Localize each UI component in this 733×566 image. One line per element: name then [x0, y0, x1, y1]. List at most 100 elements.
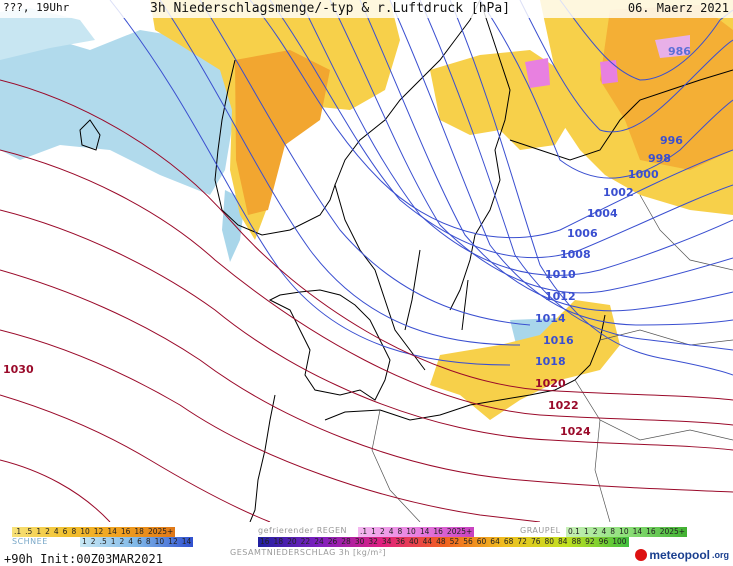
graupel-scale-tick: 10 [619, 527, 629, 536]
total-scale-tick: 28 [341, 537, 351, 546]
freezing-rain-scale-tick: .1 [360, 527, 368, 536]
freezing-rain-scale-tick: 1 [371, 527, 376, 536]
freezing-rain-scale-tick: 2025+ [446, 527, 473, 536]
freezing-rain-scale-tick: 16 [433, 527, 443, 536]
total-scale-tick: 68 [503, 537, 514, 546]
total-scale-tick: 34 [381, 537, 392, 546]
valid-date: 06. Maerz 2021 [627, 1, 729, 15]
rain-area [430, 300, 620, 420]
isobar-label: 986 [668, 45, 691, 58]
total-scale-tick: 80 [544, 537, 555, 546]
brand-name: meteopool [649, 548, 710, 562]
graupel-label: GRAUPEL [520, 526, 561, 535]
total-scale: 16 18 20 22 24 26 28 30 32 34 36 40 44 48 52 56 60 64 68 72… [258, 537, 629, 547]
rain-scale-tick: 14 [107, 527, 117, 536]
freezing-rain-label: gefrierender REGEN [258, 526, 348, 535]
total-scale-tick: 30 [354, 537, 365, 546]
freezing-rain-scale-tick: 10 [406, 527, 416, 536]
graupel-scale-tick: 0.1 [568, 527, 580, 536]
graupel-scale-tick: 14 [632, 527, 643, 536]
total-scale-tick: 22 [300, 537, 311, 546]
total-scale-tick: 20 [287, 537, 297, 546]
isobar-label: 1022 [548, 399, 579, 412]
snow-label: SCHNEE [12, 537, 48, 546]
isobars-high [0, 79, 733, 523]
graupel-scale-tick: 1 [583, 527, 589, 536]
graupel-scale-tick: 2025+ [659, 527, 686, 536]
freezing-rain-area [525, 58, 550, 88]
brand-logo[interactable]: meteopool .org [635, 548, 729, 562]
total-scale-tick: 56 [463, 537, 473, 546]
snow-scale-tick: 8 [145, 537, 151, 546]
isobar-label: 1006 [567, 227, 598, 240]
isobar-label: 1004 [587, 207, 618, 220]
isobar-label: 1030 [3, 363, 34, 376]
total-scale-tick: 64 [490, 537, 500, 546]
snow-scale-tick: 14 [181, 537, 192, 546]
isobar-label: 998 [648, 152, 671, 165]
total-scale-tick: 40 [409, 537, 419, 546]
isobar-label: 1020 [535, 377, 566, 390]
graupel-scale-tick: 4 [601, 527, 607, 536]
rain-scale-tick: 18 [134, 527, 144, 536]
total-scale-tick: 18 [273, 537, 284, 546]
rain-scale-tick: 12 [93, 527, 104, 536]
valid-time: ???, 19Uhr [3, 1, 70, 14]
map-title: 3h Niederschlagsmenge/-typ & r.Luftdruck… [150, 1, 511, 16]
legend: .1.5 1 2 4 6 8 10 12 14 16 18 2025+ gefrierender RE… [0, 522, 733, 566]
isobar-label: 1014 [535, 312, 566, 325]
total-scale-tick: 24 [314, 537, 324, 546]
total-scale-tick: 76 [530, 537, 541, 546]
map-header: ???, 19Uhr 3h Niederschlagsmenge/-typ & … [0, 0, 733, 18]
snow-scale-tick: 6 [137, 537, 142, 546]
rain-scale-tick: 16 [120, 527, 131, 536]
graupel-scale-tick: 16 [646, 527, 656, 536]
rain-scale-tick: .1 [14, 527, 22, 536]
freezing-rain-scale: .1 1 2 4 8 10 14 16 2025+ [358, 527, 475, 537]
snow-area [0, 30, 235, 195]
snow-scale: 1 2.5 1 2 4 6 8 10 12 14 [80, 537, 194, 547]
map-svg: 986 996 998 1000 1002 1004 1006 1008 101… [0, 0, 733, 523]
isobar-labels: 986 996 998 1000 1002 1004 1006 1008 101… [3, 45, 691, 438]
isobar-label: 1018 [535, 355, 566, 368]
snow-scale-tick: 2 [90, 537, 96, 546]
freezing-rain-area [600, 60, 618, 84]
freezing-rain-scale-tick: 8 [397, 527, 403, 536]
total-scale-tick: 26 [327, 537, 338, 546]
graupel-scale-tick: 8 [610, 527, 616, 536]
total-scale-tick: 36 [395, 537, 406, 546]
total-scale-tick: 32 [368, 537, 378, 546]
total-scale-tick: 16 [260, 537, 270, 546]
isobar-label: 1002 [603, 186, 634, 199]
snow-area [0, 8, 95, 60]
isobar-label: 1024 [560, 425, 591, 438]
weather-map: 986 996 998 1000 1002 1004 1006 1008 101… [0, 0, 733, 523]
total-scale-tick: 100 [612, 537, 627, 546]
rain-scale-tick: 2025+ [147, 527, 174, 536]
freezing-rain-area [655, 35, 690, 58]
total-scale-tick: 48 [436, 537, 446, 546]
isobar-label: 1008 [560, 248, 591, 261]
rain-scale-tick: 8 [71, 527, 77, 536]
rain-scale-tick: 4 [53, 527, 59, 536]
rain-scale-tick: 1 [36, 527, 42, 536]
rain-scale: .1.5 1 2 4 6 8 10 12 14 16 18 2025+ [12, 527, 176, 537]
total-scale-tick: 52 [449, 537, 460, 546]
isobar-label: 996 [660, 134, 683, 147]
snow-scale-tick: .5 [99, 537, 107, 546]
total-scale-tick: 92 [585, 537, 595, 546]
isobar-label: 1000 [628, 168, 659, 181]
isobar-label: 1016 [543, 334, 574, 347]
isobar-label: 1012 [545, 290, 576, 303]
init-time: +90h Init:00Z03MAR2021 [4, 552, 163, 566]
rain-scale-tick: 6 [62, 527, 68, 536]
logo-icon [635, 549, 648, 561]
rain-scale-tick: 10 [80, 527, 90, 536]
rain-scale-tick: 2 [45, 527, 50, 536]
rain-scale-tick: .5 [25, 527, 33, 536]
total-scale-tick: 88 [571, 537, 582, 546]
freezing-rain-scale-tick: 4 [388, 527, 394, 536]
freezing-rain-scale-tick: 14 [419, 527, 430, 536]
total-scale-tick: 96 [598, 537, 609, 546]
graupel-scale-tick: 2 [592, 527, 598, 536]
